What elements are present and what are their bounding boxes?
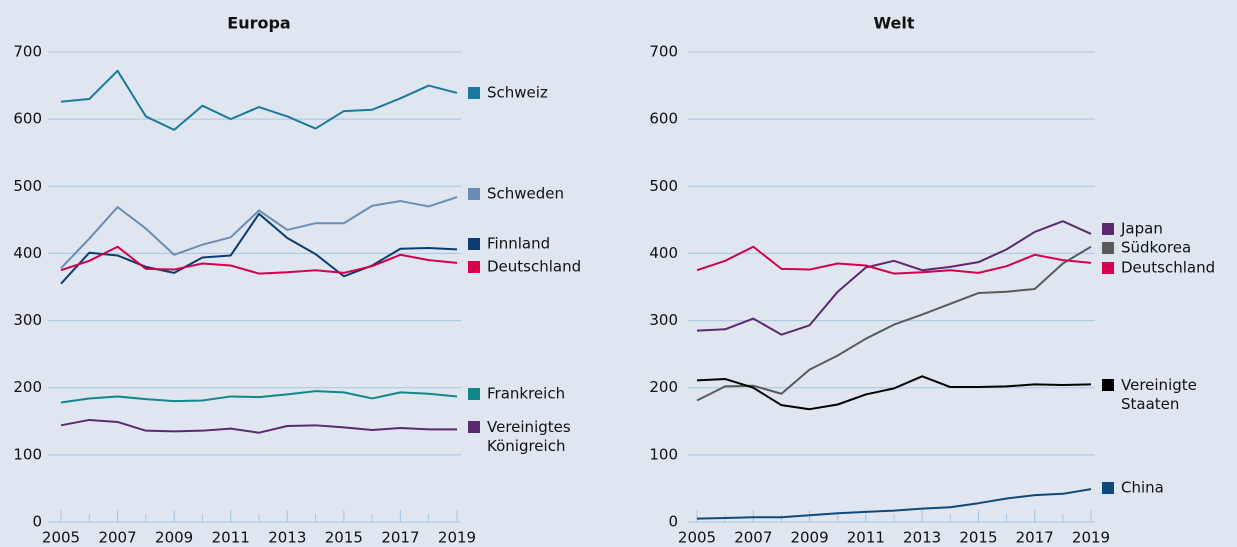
legend-label: Vereinigte Staaten [1121, 376, 1197, 413]
legend-label: Frankreich [487, 385, 565, 403]
series-line [696, 488, 1092, 520]
series-line [696, 375, 1092, 411]
legend-swatch [468, 388, 480, 400]
legend-line: Vereinigtes [487, 418, 571, 436]
y-tick-label: 400 [649, 244, 678, 262]
legend-label: China [1121, 479, 1164, 497]
y-tick-label: 0 [32, 513, 42, 531]
chart-title: Welt [873, 14, 914, 33]
legend-swatch [1102, 223, 1114, 235]
legend-label: Japan [1120, 220, 1163, 238]
x-tick-label: 2011 [212, 529, 250, 547]
y-tick-label: 500 [13, 177, 42, 195]
x-tick-label: 2007 [734, 529, 772, 547]
y-tick-label: 400 [13, 244, 42, 262]
x-tick-label: 2019 [1072, 529, 1110, 547]
x-tick-label: 2009 [155, 529, 193, 547]
legend-swatch [1102, 262, 1114, 274]
y-tick-label: 200 [13, 378, 42, 396]
series-line [696, 220, 1092, 336]
y-tick-label: 200 [649, 378, 678, 396]
series-line [696, 245, 1092, 275]
legend-label: Südkorea [1121, 239, 1191, 257]
legend-label: Schweden [487, 185, 564, 203]
y-tick-label: 100 [13, 445, 42, 463]
x-tick-label: 2013 [903, 529, 941, 547]
legend-label: Deutschland [487, 258, 581, 276]
chart-title: Europa [227, 14, 290, 33]
legend-label: Deutschland [1121, 259, 1215, 277]
legend-swatch [1102, 379, 1114, 391]
series-line [60, 418, 457, 434]
legend-label: Schweiz [487, 84, 548, 102]
legend-swatch [468, 87, 480, 99]
y-tick-label: 300 [649, 311, 678, 329]
legend-swatch [468, 421, 480, 433]
x-tick-label: 2017 [381, 529, 419, 547]
y-tick-label: 500 [649, 177, 678, 195]
series-line [60, 390, 458, 404]
series-line [60, 69, 458, 131]
x-tick-label: 2019 [438, 529, 476, 547]
x-tick-label: 2013 [268, 529, 306, 547]
x-tick-label: 2005 [678, 529, 716, 547]
legend-line: Staaten [1121, 395, 1179, 413]
legend-line: Königreich [487, 437, 565, 455]
x-tick-label: 2017 [1016, 529, 1054, 547]
y-tick-label: 700 [13, 43, 42, 61]
legend-line: Vereinigte [1121, 376, 1197, 394]
y-tick-label: 600 [649, 110, 678, 128]
series-line [60, 212, 458, 285]
x-tick-label: 2007 [98, 529, 136, 547]
series-line [60, 196, 458, 269]
legend-swatch [1102, 482, 1114, 494]
legend-swatch [468, 188, 480, 200]
x-tick-label: 2011 [847, 529, 885, 547]
y-tick-label: 0 [668, 513, 678, 531]
y-tick-label: 700 [649, 43, 678, 61]
series-line [60, 245, 458, 275]
y-tick-label: 100 [649, 445, 678, 463]
y-tick-label: 600 [13, 110, 42, 128]
legend-label: Vereinigtes Königreich [487, 418, 571, 455]
x-tick-label: 2005 [42, 529, 80, 547]
y-tick-label: 300 [13, 311, 42, 329]
legend-swatch [468, 261, 480, 273]
x-tick-label: 2015 [325, 529, 363, 547]
legend-swatch [468, 238, 480, 250]
legend-label: Finnland [487, 235, 550, 253]
x-tick-label: 2015 [959, 529, 997, 547]
legend-swatch [1102, 242, 1114, 254]
x-tick-label: 2009 [790, 529, 828, 547]
series-line [696, 245, 1092, 402]
